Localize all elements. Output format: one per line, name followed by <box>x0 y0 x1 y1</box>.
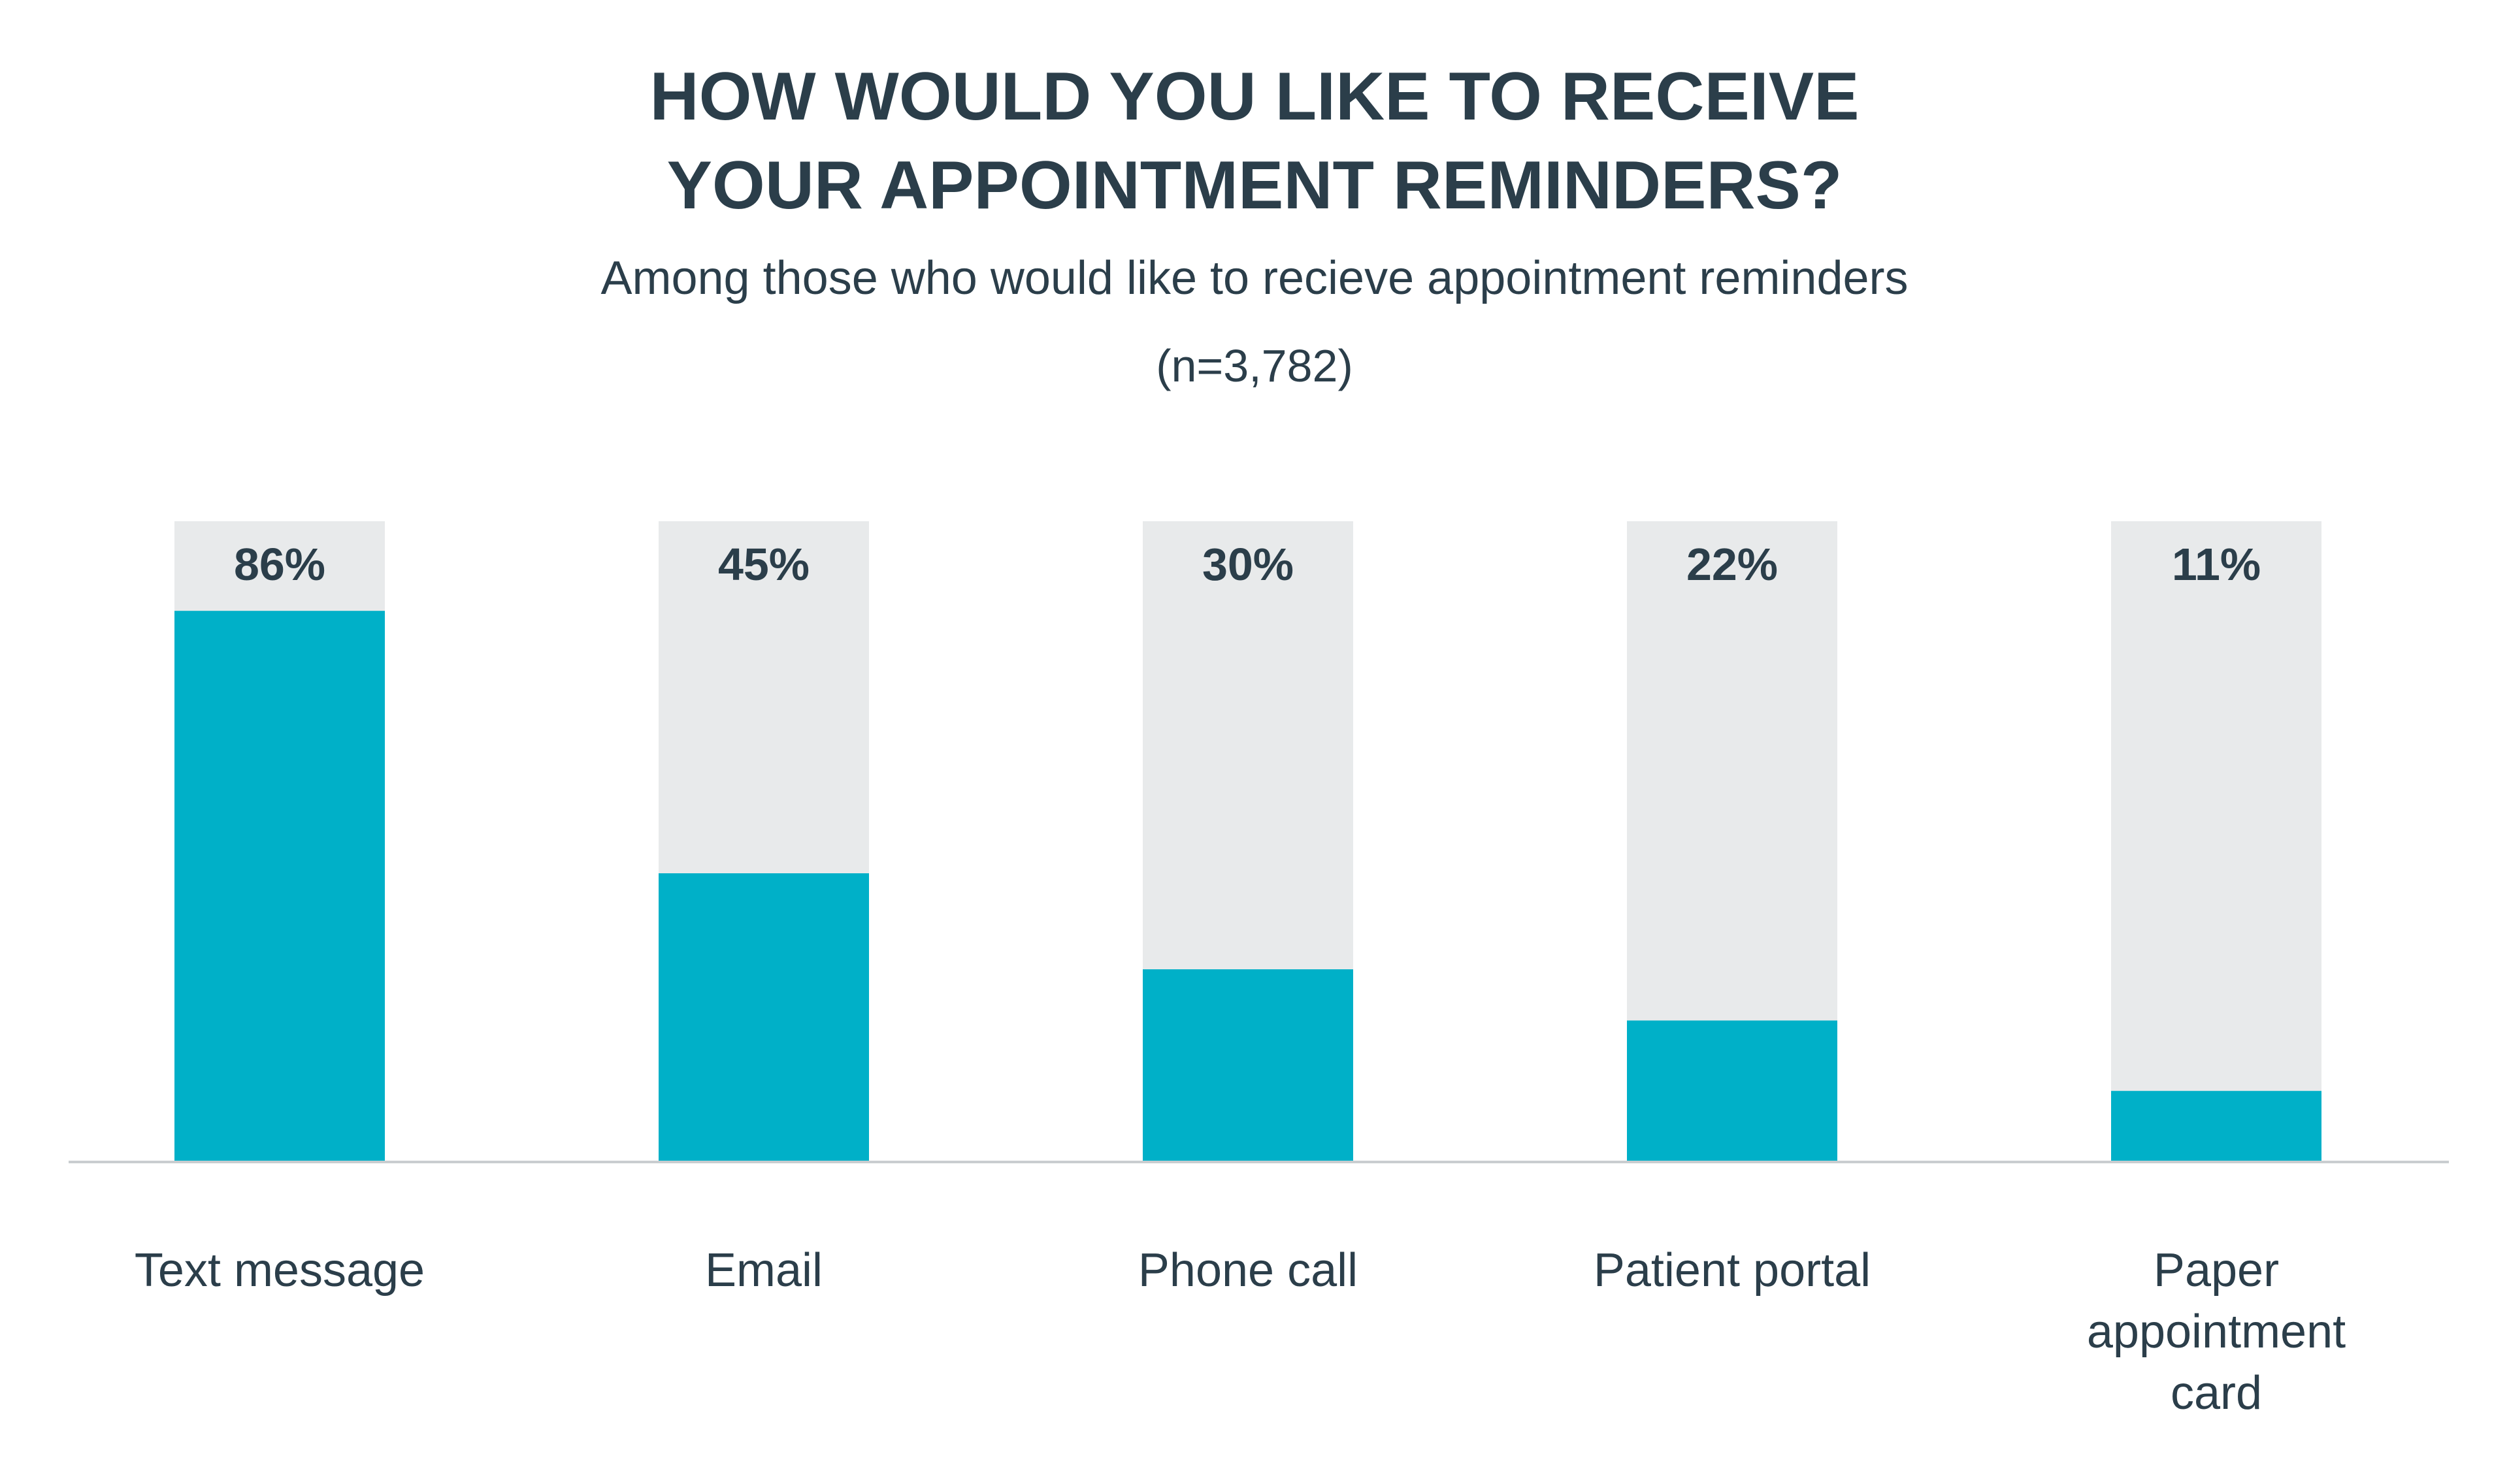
category-label-line: card <box>2170 1367 2263 1419</box>
bar <box>1627 1020 1837 1161</box>
bar <box>1143 969 1353 1161</box>
sample-size: (n=3,782) <box>1156 340 1353 391</box>
chart-title-line-1: HOW WOULD YOU LIKE TO RECEIVE <box>649 59 1860 135</box>
bar-track <box>2111 521 2321 1161</box>
category-label-line: appointment <box>2086 1306 2346 1358</box>
bar <box>2111 1091 2321 1161</box>
category-label: Phone call <box>1045 1240 1451 1301</box>
bar <box>174 611 385 1161</box>
category-label-line: Email <box>704 1244 823 1297</box>
category-label-line: Text message <box>134 1244 425 1297</box>
bar-value-label: 30% <box>1202 539 1294 590</box>
category-label-line: Phone call <box>1138 1244 1358 1297</box>
chart-title: HOW WOULD YOU LIKE TO RECEIVE YOUR APPOI… <box>0 52 2509 230</box>
category-label: Email <box>561 1240 966 1301</box>
chart-subtitle: Among those who would like to recieve ap… <box>600 252 1909 304</box>
bar-value-label: 22% <box>1686 539 1778 590</box>
bar-value-label: 11% <box>2172 539 2261 590</box>
category-label-line: Paper <box>2153 1244 2280 1297</box>
bar-value-label: 86% <box>234 539 325 590</box>
category-label: Text message <box>77 1240 482 1301</box>
bar-value-label: 45% <box>718 539 810 590</box>
category-label: Patient portal <box>1530 1240 1935 1301</box>
bar <box>659 873 869 1161</box>
category-label: Paper appointment card <box>2014 1240 2419 1424</box>
category-label-line: Patient portal <box>1593 1244 1871 1297</box>
chart-title-line-2: YOUR APPOINTMENT REMINDERS? <box>666 148 1843 223</box>
